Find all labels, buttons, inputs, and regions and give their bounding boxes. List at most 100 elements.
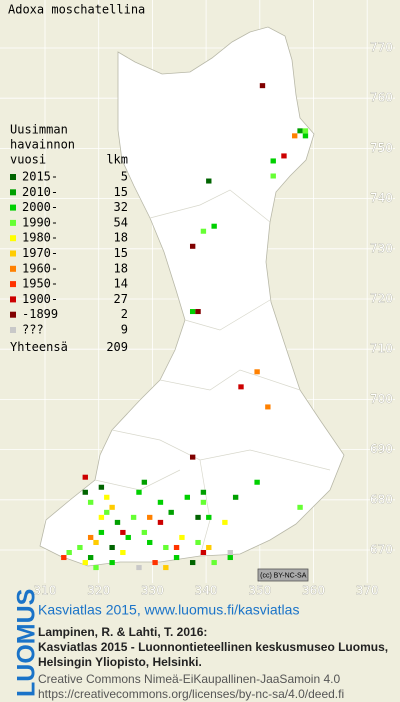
x-tick-label: 330 (141, 584, 164, 598)
observation-square (61, 555, 67, 561)
observation-square (125, 534, 131, 540)
observation-square (141, 479, 148, 485)
license-text: Creative Commons Nimeä-EiKaupallinen-Jaa… (38, 672, 340, 686)
observation-square (200, 499, 207, 505)
license-badge: (cc) BY-NC-SA (257, 568, 309, 582)
legend-count: 2 (121, 307, 128, 321)
observation-square (77, 544, 83, 550)
legend-label: 1950- (22, 277, 58, 291)
atlas-link[interactable]: Kasviatlas 2015, www.luomus.fi/kasviatla… (38, 602, 299, 618)
badge-cc: (cc) (260, 572, 272, 579)
legend-swatch (10, 174, 16, 180)
observation-square (189, 309, 196, 315)
observation-square (254, 369, 260, 375)
legend-count: 18 (114, 261, 128, 275)
observation-square (173, 555, 180, 561)
citation: Kasviatlas 2015 - Luonnontieteellinen ke… (38, 640, 388, 654)
observation-square (98, 484, 105, 490)
observation-square (109, 544, 115, 550)
legend-label: 1970- (22, 246, 58, 260)
observation-square (200, 489, 207, 495)
observation-square (109, 504, 115, 510)
y-tick-label: 740 (370, 191, 393, 205)
y-tick-label: 700 (370, 392, 393, 406)
observation-square (104, 509, 110, 515)
x-tick-label: 350 (248, 584, 271, 598)
observation-square (211, 223, 217, 229)
x-tick-label: 320 (87, 584, 110, 598)
observation-square (297, 128, 303, 134)
y-tick-label: 670 (370, 543, 393, 557)
legend-label: -1899 (22, 307, 58, 321)
observation-square (238, 384, 244, 390)
observation-square (206, 178, 212, 184)
y-tick-label: 720 (370, 292, 393, 306)
legend-swatch (10, 250, 16, 257)
observation-square (114, 519, 121, 525)
legend-heading: havainnon (10, 138, 75, 152)
observation-square (98, 529, 105, 535)
legend-swatch (10, 327, 16, 333)
observation-square (157, 499, 164, 505)
citation: Helsingin Yliopisto, Helsinki. (38, 655, 202, 669)
legend-swatch (10, 204, 16, 211)
observations (61, 83, 309, 571)
y-tick-label: 750 (370, 141, 393, 155)
legend-count: 27 (114, 292, 128, 306)
license-url[interactable]: https://creativecommons.org/licenses/by-… (38, 687, 344, 701)
legend-count: 5 (121, 170, 128, 184)
observation-square (206, 544, 212, 550)
observation-square (254, 479, 260, 485)
legend-swatch (10, 189, 16, 196)
observation-square (195, 514, 201, 520)
badge-box (257, 568, 309, 582)
observation-square (130, 514, 137, 520)
observation-square (157, 519, 164, 525)
legend-count: 18 (114, 231, 128, 245)
observation-square (195, 539, 201, 545)
observation-square (163, 544, 169, 550)
logo: LUOMUS (13, 589, 41, 697)
observation-square (222, 519, 228, 525)
observation-square (93, 565, 99, 571)
observation-square (82, 489, 88, 495)
legend-label: 1960- (22, 261, 58, 275)
x-tick-label: 340 (195, 584, 218, 598)
observation-square (211, 560, 217, 566)
observation-square (195, 309, 201, 315)
observation-square (189, 454, 196, 460)
legend-swatch (10, 235, 16, 242)
observation-square (189, 560, 196, 566)
observation-square (87, 534, 94, 540)
citation: Lampinen, R. & Lahti, T. 2016: (38, 625, 207, 639)
observation-square (227, 550, 233, 556)
observation-square (168, 509, 174, 515)
legend-label: 1900- (22, 292, 58, 306)
observation-square (120, 550, 126, 556)
finland-outline (39, 26, 345, 567)
x-tick-label: 360 (302, 584, 325, 598)
y-tick-label: 680 (370, 492, 393, 506)
observation-square (109, 560, 115, 566)
y-tick-label: 710 (370, 342, 393, 356)
y-tick-label: 730 (370, 241, 393, 255)
species-title: Adoxa moschatellina (8, 3, 145, 17)
observation-square (200, 550, 207, 556)
observation-square (147, 514, 153, 520)
observation-square (147, 539, 153, 545)
x-tick-label: 370 (356, 584, 379, 598)
observation-square (270, 173, 276, 179)
observation-square (136, 489, 142, 495)
observation-square (292, 133, 298, 139)
observation-square (227, 555, 233, 561)
legend-swatch (10, 296, 16, 303)
observation-square (302, 133, 309, 139)
legend-swatch (10, 281, 16, 288)
observation-square (259, 83, 266, 89)
y-tick-label: 690 (370, 442, 393, 456)
legend-swatch (10, 311, 16, 318)
observation-square (66, 550, 72, 556)
observation-square (98, 514, 105, 520)
observation-square (87, 555, 94, 561)
observation-square (136, 565, 142, 571)
